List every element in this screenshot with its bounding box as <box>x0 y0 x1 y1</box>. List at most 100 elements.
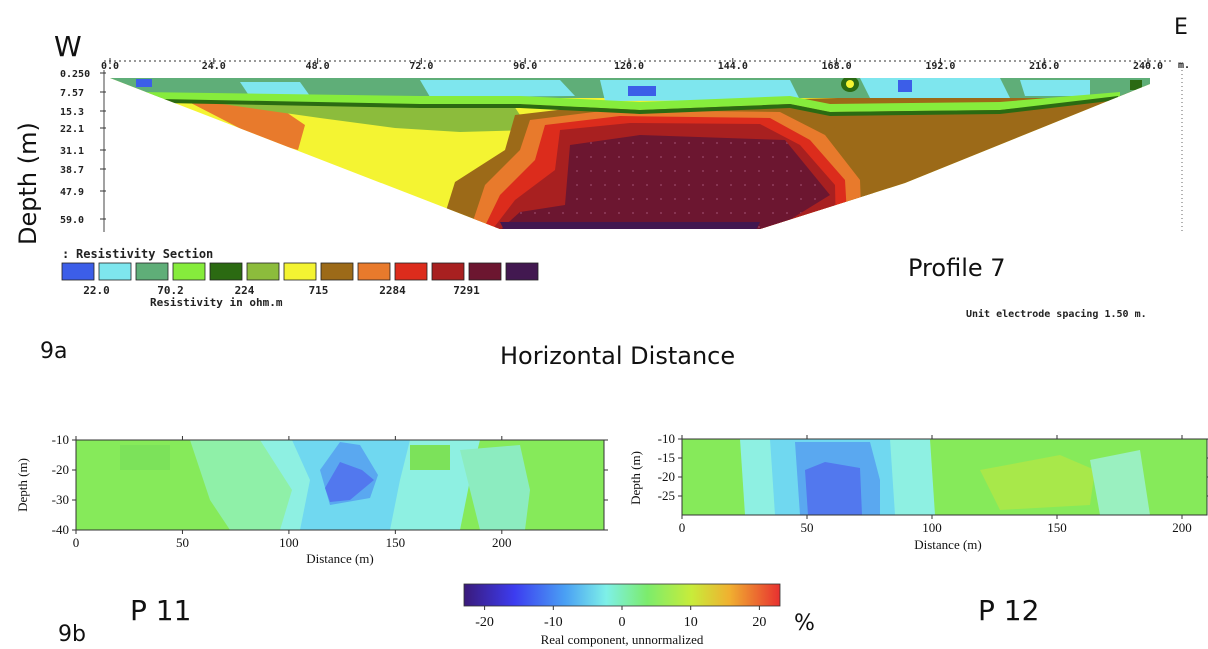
colorbar-gradient <box>463 583 781 607</box>
p11-y-axis-label: Depth (m) <box>15 458 30 512</box>
colorbar-tick-label: 10 <box>684 615 698 630</box>
legend-swatch <box>505 262 539 281</box>
x-tick-label: 0 <box>679 520 686 535</box>
x-tick-label: 0 <box>73 535 80 550</box>
legend-swatch <box>431 262 465 281</box>
y-tick-label: -40 <box>52 522 69 537</box>
p11-title: P 11 <box>130 594 191 627</box>
region-orange-left <box>185 100 305 150</box>
colorbar-ticks: -20 -10 0 10 20 <box>475 606 766 630</box>
profile-7-x-tick-label: 0.0 <box>101 61 119 72</box>
profile-7-x-tick-label: 72.0 <box>409 61 433 72</box>
profile-7-x-tick-label: 240.0 <box>1133 61 1163 72</box>
legend-value-label: 7291 <box>453 284 480 297</box>
x-tick-label: 50 <box>801 520 814 535</box>
y-tick-label: -25 <box>658 488 675 503</box>
profile-7-depth-tick-label: 47.9 <box>60 187 84 198</box>
p11-green-patch-2 <box>410 445 450 470</box>
profile-7-x-tick-label: 48.0 <box>306 61 330 72</box>
x-tick-label: 200 <box>1172 520 1192 535</box>
profile-7-depth-tick-label: 22.1 <box>60 124 84 135</box>
y-tick-label: -20 <box>658 469 675 484</box>
x-tick-label: 50 <box>176 535 189 550</box>
electrode-spacing-note: Unit electrode spacing 1.50 m. <box>966 308 1147 320</box>
p12-x-axis-label: Distance (m) <box>914 537 982 552</box>
panel-b-label: 9b <box>58 622 86 647</box>
p11-heatmap <box>76 440 604 530</box>
p11-frame <box>75 439 605 531</box>
profile-7-depth-tick-label: 15.3 <box>60 107 84 118</box>
p12-lowzone-core <box>805 462 862 515</box>
region-surface-cyan-5 <box>1020 80 1090 96</box>
profile-7-x-tick-label: 120.0 <box>614 61 644 72</box>
region-surface-blue-3 <box>898 80 912 92</box>
colorbar-label: Real component, unnormalized <box>541 632 704 647</box>
region-surface-yellow-spot <box>846 80 854 88</box>
profile-7-x-ticks: 0.0 24.0 48.0 72.0 96.0 120.0 144.0 168.0 192.0 2… <box>101 58 1163 72</box>
profile-7-title: Profile 7 <box>908 254 1006 282</box>
p12-x-ticks: 0 50 100 150 200 <box>679 435 1192 535</box>
p11-x-ticks: 0 50 100 150 200 <box>73 436 512 550</box>
p12-y-ticks: -10 -15 -20 -25 <box>658 431 1208 503</box>
p11-cyan-left <box>190 440 300 530</box>
legend-swatch <box>283 262 317 281</box>
p12-panel: 0 50 100 150 200 -10 -15 -20 -25 Distance (m) D… <box>628 431 1208 627</box>
legend-left-bar: : <box>62 247 69 261</box>
profile-7-x-tick-label: 144.0 <box>718 61 748 72</box>
profile-7-depth-ticks: 0.250 7.57 15.3 22.1 31.1 38.7 47.9 59.0 <box>60 69 106 226</box>
legend-swatch <box>135 262 169 281</box>
colorbar-percent-unit: % <box>794 611 815 636</box>
profile-7-depth-tick-label: 31.1 <box>60 146 84 157</box>
profile-7-depth-tick-label: 59.0 <box>60 215 84 226</box>
profile-7-x-tick-label: 96.0 <box>513 61 537 72</box>
region-deep-purple <box>500 222 760 229</box>
legend-swatch <box>172 262 206 281</box>
y-tick-label: -10 <box>52 432 69 447</box>
legend-swatch <box>98 262 132 281</box>
x-tick-label: 150 <box>386 535 406 550</box>
p12-y-axis-label: Depth (m) <box>628 451 643 505</box>
colorbar-tick-label: 20 <box>752 615 766 630</box>
p11-panel: 0 50 100 150 200 -10 -20 -30 -40 Distance (m) D… <box>15 432 608 647</box>
x-tick-label: 100 <box>922 520 942 535</box>
profile-7-x-tick-label: 168.0 <box>822 61 852 72</box>
profile-7-depth-tick-label: 0.250 <box>60 69 90 80</box>
y-tick-label: -15 <box>658 450 675 465</box>
legend-swatch <box>320 262 354 281</box>
p12-cyan-right <box>1090 450 1150 515</box>
p11-green-patch-1 <box>120 445 170 470</box>
region-surface-blue-2 <box>628 86 656 96</box>
region-surface-blue-1 <box>136 79 152 87</box>
profile-7-x-tick-label: 192.0 <box>925 61 955 72</box>
east-label: E <box>1174 15 1188 40</box>
profile-7-x-tick-label: 216.0 <box>1029 61 1059 72</box>
x-tick-label: 200 <box>492 535 512 550</box>
colorbar-tick-label: -10 <box>544 615 563 630</box>
p11-lowzone-core <box>325 462 374 502</box>
legend-swatch <box>357 262 391 281</box>
x-tick-label: 150 <box>1047 520 1067 535</box>
legend-swatch <box>394 262 428 281</box>
legend-value-label: 22.0 <box>83 284 110 297</box>
colorbar-tick-label: 0 <box>619 615 626 630</box>
region-surface-cyan-4 <box>860 78 1010 98</box>
legend-swatch <box>246 262 280 281</box>
region-lightgreen-band <box>140 92 1120 112</box>
p12-yellow-patch <box>980 455 1095 510</box>
legend-swatch <box>468 262 502 281</box>
p11-x-axis-label: Distance (m) <box>306 551 374 566</box>
region-surface-cyan-2 <box>420 80 575 97</box>
profile-7-depth-tick-label: 7.57 <box>60 88 84 99</box>
legend-value-label: 70.2 <box>157 284 184 297</box>
region-darkgreen-band <box>160 96 1118 116</box>
horizontal-distance-label: Horizontal Distance <box>500 342 735 370</box>
resistivity-legend: 22.0 70.2 224 715 2284 7291 <box>61 262 539 297</box>
profile-7-x-tick-label: 24.0 <box>202 61 226 72</box>
legend-value-label: 2284 <box>379 284 406 297</box>
colorbar: -20 -10 0 10 20 Real component, unnormalized… <box>463 583 815 647</box>
p11-y-ticks: -10 -20 -30 -40 <box>52 432 608 537</box>
panel-a-label: 9a <box>40 339 67 364</box>
resistivity-legend-title: Resistivity in ohm.m <box>150 296 283 309</box>
region-surface-cyan-1 <box>240 82 310 97</box>
